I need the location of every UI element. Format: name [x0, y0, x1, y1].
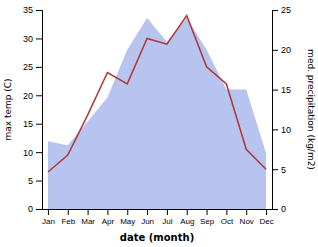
- y-axis-tick-label: 0: [28, 204, 33, 214]
- x-axis-tick-mark: [127, 209, 128, 215]
- x-axis-tick-label: Feb: [61, 217, 75, 226]
- y-axis-tick: 15: [23, 119, 42, 129]
- y-axis-tick-mark: [36, 152, 42, 153]
- y2-axis: 0 5 10 15 20 25: [272, 5, 291, 214]
- x-axis-tick-label: Mar: [81, 217, 95, 226]
- x-axis-tick: May: [120, 209, 135, 226]
- y2-axis-tick-mark: [272, 50, 278, 51]
- y-axis-tick-mark: [36, 209, 42, 210]
- x-axis-tick-mark: [226, 209, 227, 215]
- y2-axis-tick-label: 20: [281, 45, 291, 55]
- y2-axis-tick: 0: [272, 204, 286, 214]
- y-axis-tick-label: 5: [28, 176, 33, 186]
- y-axis-tick: 0: [28, 204, 42, 214]
- y-axis-tick-label: 15: [23, 119, 33, 129]
- marks: [48, 16, 266, 209]
- y-axis-tick: 30: [23, 34, 42, 44]
- x-axis-tick-label: Oct: [221, 217, 234, 226]
- x-axis-tick-label: Sep: [200, 217, 215, 226]
- y2-axis-tick-mark: [272, 169, 278, 170]
- x-axis-tick: Nov: [240, 209, 254, 226]
- x-axis-tick-label: Aug: [180, 217, 194, 226]
- y2-axis-tick: 20: [272, 45, 291, 55]
- x-axis-tick-label: Jan: [42, 217, 55, 226]
- y2-axis-tick-label: 0: [281, 204, 286, 214]
- y2-axis-tick: 25: [272, 5, 291, 15]
- x-axis-tick-mark: [88, 209, 89, 215]
- x-axis-tick: Dec: [259, 209, 273, 226]
- x-axis-line: [43, 209, 273, 210]
- x-axis-tick-mark: [187, 209, 188, 215]
- y2-axis-tick-mark: [272, 90, 278, 91]
- plot: Jan Feb Mar Apr May Jun Jul Aug Sep Oct Nov Dec 0 5 10…: [23, 5, 291, 225]
- y-axis-tick: 10: [23, 148, 42, 158]
- y-axis-tick-label: 10: [23, 148, 33, 158]
- y-axis-tick: 35: [23, 5, 42, 15]
- x-axis-tick-label: Nov: [240, 217, 254, 226]
- y-axis-tick-label: 25: [23, 62, 33, 72]
- x-axis-tick-label: Apr: [102, 217, 115, 226]
- x-axis-tick: Jun: [141, 209, 154, 226]
- x-axis-tick: Aug: [180, 209, 194, 226]
- y2-axis-tick-label: 25: [281, 5, 291, 15]
- y2-axis-tick: 5: [272, 165, 286, 175]
- chart: Jan Feb Mar Apr May Jun Jul Aug Sep Oct Nov Dec 0 5 10…: [0, 0, 318, 247]
- x-axis-tick-mark: [207, 209, 208, 215]
- y-axis-tick-label: 30: [23, 34, 33, 44]
- x-axis-tick-label: May: [120, 217, 135, 226]
- y-axis: 0 5 10 15 20 25 30 35: [23, 5, 43, 214]
- y-axis-title: max temp (C): [3, 78, 13, 140]
- y2-axis-tick-mark: [272, 10, 278, 11]
- y2-axis-tick-label: 15: [281, 85, 291, 95]
- y-axis-tick-mark: [36, 10, 42, 11]
- x-axis-tick-label: Jul: [162, 217, 172, 226]
- x-axis-tick: Jul: [162, 209, 172, 226]
- x-axis-tick-mark: [167, 209, 168, 215]
- x-axis-tick-mark: [246, 209, 247, 215]
- y2-axis-tick-mark: [272, 129, 278, 130]
- y-axis-line: [36, 11, 43, 210]
- y-axis-tick: 20: [23, 91, 42, 101]
- y-axis-tick-label: 35: [23, 5, 33, 15]
- x-axis-tick: Feb: [61, 209, 75, 226]
- y-axis-tick-mark: [36, 95, 42, 96]
- y-axis-tick-mark: [36, 124, 42, 125]
- y2-axis-line: [273, 11, 279, 210]
- y2-axis-tick-label: 10: [281, 125, 291, 135]
- x-axis-tick-mark: [68, 209, 69, 215]
- line: [48, 16, 266, 172]
- x-axis-tick-mark: [266, 209, 267, 215]
- x-axis-title: date (month): [120, 232, 194, 243]
- y2-axis-tick: 15: [272, 85, 291, 95]
- y2-axis-tick-mark: [272, 209, 278, 210]
- y-axis-tick-mark: [36, 181, 42, 182]
- y-axis-tick: 25: [23, 62, 42, 72]
- x-axis-tick: Jan: [42, 209, 55, 226]
- x-axis-tick-mark: [147, 209, 148, 215]
- x-axis: Jan Feb Mar Apr May Jun Jul Aug Sep Oct Nov Dec: [42, 209, 274, 226]
- x-axis-tick: Oct: [221, 209, 234, 226]
- y-axis-tick-mark: [36, 38, 42, 39]
- x-axis-tick-label: Jun: [141, 217, 154, 226]
- area: [48, 18, 266, 209]
- x-axis-tick: Apr: [102, 209, 115, 226]
- y-axis-tick: 5: [28, 176, 42, 186]
- y2-axis-tick-label: 5: [281, 165, 286, 175]
- x-axis-tick-label: Dec: [259, 217, 273, 226]
- y2-axis-title: med. precipitation (kg/m2): [306, 49, 316, 170]
- x-axis-tick: Mar: [81, 209, 95, 226]
- y2-axis-tick: 10: [272, 125, 291, 135]
- x-axis-tick: Sep: [200, 209, 215, 226]
- y-axis-tick-label: 20: [23, 91, 33, 101]
- y-axis-tick-mark: [36, 67, 42, 68]
- x-axis-tick-mark: [107, 209, 108, 215]
- x-axis-tick-mark: [48, 209, 49, 215]
